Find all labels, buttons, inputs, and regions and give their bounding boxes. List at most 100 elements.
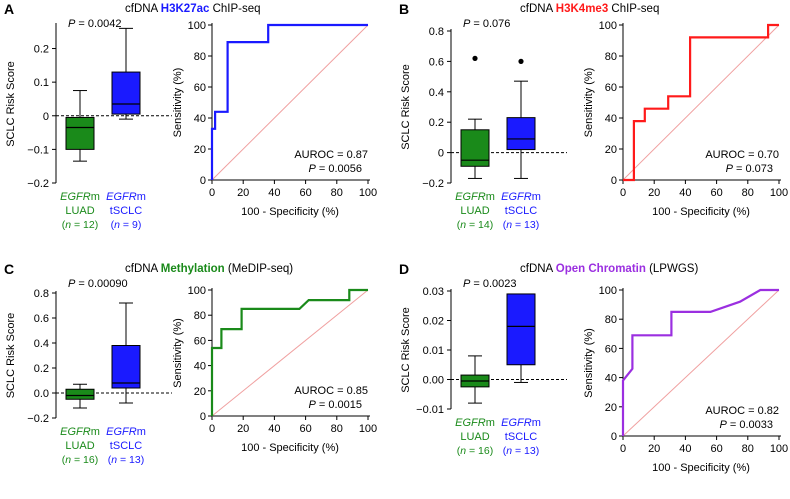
group-label-1: EGFRm	[455, 191, 495, 203]
group-label-1: EGFRm	[106, 426, 146, 438]
box	[111, 71, 141, 115]
roc-pvalue: P = 0.0056	[308, 163, 362, 175]
gene-suffix: m	[532, 191, 541, 203]
n-val: = 13)	[512, 445, 539, 457]
group-n: (n = 16)	[62, 454, 99, 466]
n: n	[65, 219, 71, 231]
roc-y-label: Sensitivity (%)	[583, 328, 595, 398]
n-val: = 13)	[512, 219, 539, 231]
paren: (	[457, 219, 461, 231]
roc-x-label: 100 - Specificity (%)	[652, 206, 750, 218]
p-italic: P	[68, 18, 76, 30]
box-y-tick-label: 0.8	[34, 288, 49, 300]
paren: (	[108, 454, 112, 466]
paren: (	[503, 219, 507, 231]
gene-suffix: m	[486, 191, 495, 203]
p-italic: P	[719, 419, 727, 431]
roc-x-tick-label: 0	[620, 187, 626, 199]
roc-y-tick-label: 80	[605, 314, 617, 326]
roc-y-tick-label: 0	[611, 431, 617, 443]
roc-y-tick-label: 60	[605, 343, 617, 355]
roc-diagonal	[211, 289, 369, 417]
roc-y-tick-label: 60	[194, 335, 206, 347]
roc-auroc: AUROC = 0.87	[294, 149, 368, 161]
box-y-tick-label: 0.4	[429, 87, 444, 99]
roc-y-tick-label: 0	[200, 175, 206, 187]
paren: (	[503, 445, 507, 457]
roc-curve	[210, 288, 368, 416]
roc-x-tick-label: 20	[237, 187, 249, 199]
p-rest: = 0.0033	[727, 419, 773, 431]
roc-y-tick-label: 20	[605, 402, 617, 414]
box-y-tick-label: 0.2	[34, 363, 49, 375]
roc-x-tick-label: 100	[770, 187, 788, 199]
box-y-tick-label: 0	[43, 111, 49, 123]
n: n	[506, 219, 512, 231]
box	[460, 129, 490, 167]
p-rest: = 0.0023	[470, 278, 516, 290]
roc-x-tick-label: 40	[268, 423, 280, 435]
p-italic: P	[308, 399, 316, 411]
roc-diagonal	[622, 289, 780, 437]
box	[111, 345, 141, 389]
n: n	[506, 445, 512, 457]
n-val: = 14)	[466, 219, 493, 231]
roc-y-tick-label: 100	[599, 20, 617, 32]
group-label-2: tSCLC	[505, 431, 537, 443]
p-italic: P	[463, 278, 471, 290]
n-val: = 12)	[71, 219, 98, 231]
box	[65, 116, 95, 150]
roc-auroc: AUROC = 0.70	[705, 149, 779, 161]
title-highlight: H3K27ac	[161, 3, 210, 15]
roc-pvalue: P = 0.073	[726, 163, 773, 175]
box-pvalue: P = 0.0023	[463, 278, 517, 290]
panel-title: cfDNA H3K4me3 ChIP-seq	[520, 3, 659, 15]
box-group-1: EGFRm tSCLC (n = 13)	[501, 293, 541, 457]
roc-x-tick-label: 40	[679, 187, 691, 199]
roc-y-tick-label: 100	[188, 285, 206, 297]
gene: EGFR	[455, 191, 486, 203]
roc-x-label: 100 - Specificity (%)	[241, 206, 339, 218]
box-pvalue: P = 0.0042	[68, 18, 122, 30]
roc-y-tick-label: 80	[605, 51, 617, 63]
title-suffix: (MeDIP-seq)	[225, 263, 294, 275]
title-suffix: (LPWGS)	[646, 263, 699, 275]
box-y-tick-label: 0.2	[34, 44, 49, 56]
panel-letter: D	[399, 261, 409, 277]
group-label-1: EGFRm	[455, 417, 495, 429]
gene: EGFR	[501, 191, 532, 203]
roc-x-tick-label: 60	[710, 443, 722, 455]
paren: (	[62, 219, 66, 231]
roc-y-tick-label: 60	[605, 82, 617, 94]
roc-y-tick-label: 80	[194, 310, 206, 322]
box-y-label: SCLC Risk Score	[400, 307, 412, 393]
gene-suffix: m	[91, 191, 100, 203]
box-y-tick-label: 0.2	[429, 117, 444, 129]
box-y-tick-label: 0	[438, 148, 444, 160]
box-y-tick-label: −0.01	[416, 404, 444, 416]
n: n	[111, 454, 117, 466]
group-label-2: LUAD	[460, 431, 489, 443]
roc-x-tick-label: 60	[299, 187, 311, 199]
roc-y-tick-label: 100	[599, 285, 617, 297]
title-prefix: cfDNA	[520, 263, 556, 275]
roc-x-tick-label: 100	[359, 187, 377, 199]
roc-y-tick-label: 20	[605, 144, 617, 156]
gene: EGFR	[455, 417, 486, 429]
p-rest: = 0.076	[470, 18, 510, 30]
gene-suffix: m	[137, 426, 146, 438]
box-y-tick-label: 0.1	[34, 77, 49, 89]
group-label-2: LUAD	[65, 205, 94, 217]
box-group-0: EGFRm LUAD (n = 14)	[455, 55, 495, 231]
p-rest: = 0.073	[733, 163, 773, 175]
box-y-label: SCLC Risk Score	[400, 64, 412, 150]
title-highlight: Methylation	[161, 263, 225, 275]
n-val: = 16)	[466, 445, 493, 457]
box-y-tick-label: 0.02	[423, 316, 444, 328]
group-label-2: tSCLC	[110, 205, 142, 217]
group-label-2: LUAD	[65, 440, 94, 452]
roc-y-tick-label: 40	[194, 361, 206, 373]
